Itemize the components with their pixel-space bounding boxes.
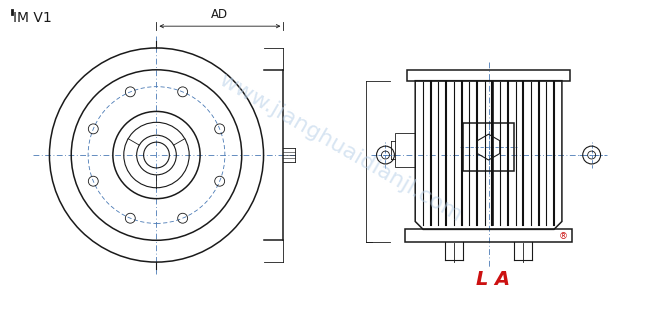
Text: AD: AD [211,8,229,21]
Bar [395,133,415,167]
Text: A: A [494,270,509,289]
Text: ®: ® [559,232,568,241]
Text: www.jianghuaidianjl.com: www.jianghuaidianjl.com [214,70,465,226]
Bar [406,229,572,242]
Text: L: L [475,270,488,289]
Bar [463,123,514,171]
Text: IM V1: IM V1 [13,11,51,25]
Bar [408,70,570,81]
